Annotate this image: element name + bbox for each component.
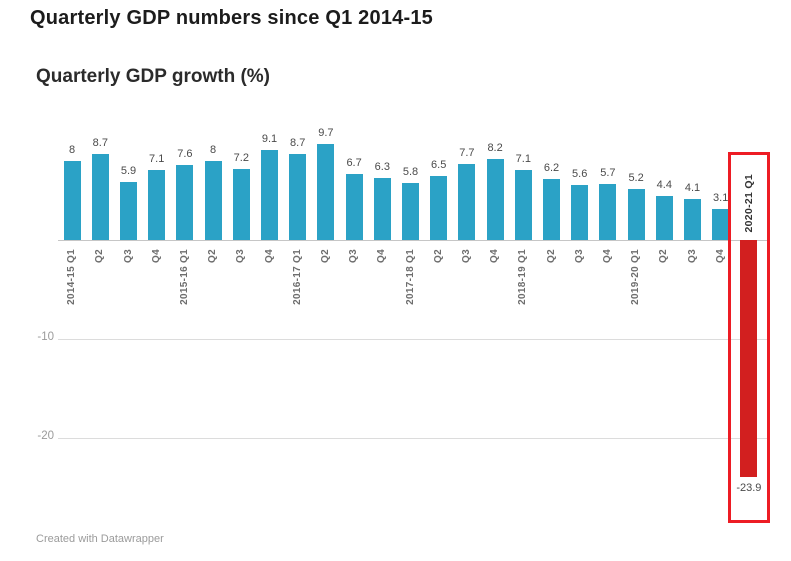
- bar: [120, 181, 137, 240]
- value-label: 9.1: [261, 132, 278, 145]
- value-label: 7.2: [233, 151, 249, 164]
- value-label: 8: [69, 143, 76, 156]
- value-label: 5.9: [120, 164, 137, 177]
- x-axis-label: Q2: [94, 249, 106, 263]
- x-axis-label: Q2: [545, 249, 557, 263]
- x-axis-label: Q3: [460, 249, 472, 263]
- gridline: [58, 339, 770, 340]
- bar: [486, 158, 504, 240]
- bar: [345, 173, 363, 240]
- value-label: 7.1: [515, 152, 531, 165]
- bar: [458, 163, 476, 240]
- bar-negative-highlighted: [740, 240, 758, 477]
- bar: [289, 153, 307, 240]
- value-label: 6.2: [543, 161, 560, 174]
- y-axis-tick-label: -10: [37, 331, 54, 343]
- value-label: 6.5: [431, 158, 447, 171]
- bar: [430, 175, 448, 240]
- value-label: 5.7: [600, 166, 616, 179]
- bar: [684, 199, 701, 240]
- y-axis-tick-label: -20: [37, 430, 54, 442]
- bar: [571, 184, 589, 240]
- x-axis-label: Q3: [235, 249, 247, 263]
- value-label: 8: [210, 143, 217, 156]
- x-axis-label: Q4: [601, 249, 613, 263]
- x-axis-label: Q4: [376, 249, 388, 263]
- x-axis-label: Q3: [348, 249, 360, 263]
- value-label: 3.1: [713, 192, 729, 205]
- x-axis-label: Q4: [714, 249, 726, 263]
- value-label: 7.6: [177, 147, 193, 160]
- x-axis-label: Q3: [686, 249, 698, 263]
- x-axis-label: Q2: [319, 249, 331, 263]
- chart-title: Quarterly GDP growth (%): [36, 66, 271, 87]
- bar: [204, 160, 222, 240]
- bar: [712, 209, 730, 240]
- value-label: 8.7: [92, 136, 108, 149]
- value-label: 4.4: [656, 179, 672, 192]
- x-axis-label: 2014-15 Q1: [66, 249, 78, 305]
- page-title: Quarterly GDP numbers since Q1 2014-15: [30, 7, 433, 29]
- bar: [655, 196, 673, 240]
- value-label: 5.6: [572, 167, 588, 180]
- value-label: 8.7: [290, 136, 306, 149]
- value-label: 7.1: [149, 152, 165, 165]
- x-axis-label: Q2: [432, 249, 444, 263]
- zero-axis-line: [58, 240, 770, 241]
- x-axis-label: 2017-18 Q1: [404, 249, 416, 305]
- bar: [543, 178, 560, 240]
- x-axis-label: Q4: [150, 249, 162, 263]
- x-axis-label: Q3: [122, 249, 134, 263]
- value-label: 5.2: [628, 171, 644, 184]
- datawrapper-credit[interactable]: Created with Datawrapper: [36, 533, 164, 545]
- value-label: 7.7: [459, 146, 475, 159]
- value-label: 8.2: [487, 141, 503, 154]
- bar: [176, 164, 194, 240]
- bar: [599, 183, 617, 240]
- x-axis-label: Q4: [489, 249, 501, 263]
- value-label: 6.7: [346, 156, 362, 169]
- bar: [261, 149, 278, 240]
- highlight-box: [727, 152, 770, 523]
- value-label: 4.1: [684, 182, 701, 195]
- x-axis-label: Q4: [263, 249, 275, 263]
- value-label: 5.8: [402, 165, 419, 178]
- x-axis-label: 2018-19 Q1: [517, 249, 529, 305]
- x-axis-label: 2016-17 Q1: [291, 249, 303, 305]
- bar: [232, 168, 250, 240]
- bar: [63, 160, 81, 240]
- value-label: 6.3: [374, 160, 390, 173]
- value-label: -23.9: [736, 481, 762, 494]
- bar: [514, 169, 532, 240]
- x-axis-label: 2015-16 Q1: [178, 249, 190, 305]
- bar: [148, 169, 166, 240]
- bar: [627, 188, 645, 240]
- x-axis-label: Q2: [207, 249, 219, 263]
- gridline: [58, 438, 770, 439]
- bar: [373, 177, 391, 240]
- x-axis-label: Q3: [573, 249, 585, 263]
- bar: [402, 182, 419, 240]
- value-label: 9.7: [318, 126, 334, 139]
- bar: [91, 153, 109, 240]
- x-axis-label: 2019-20 Q1: [630, 249, 642, 305]
- x-axis-label: Q2: [658, 249, 670, 263]
- bar: [317, 143, 335, 240]
